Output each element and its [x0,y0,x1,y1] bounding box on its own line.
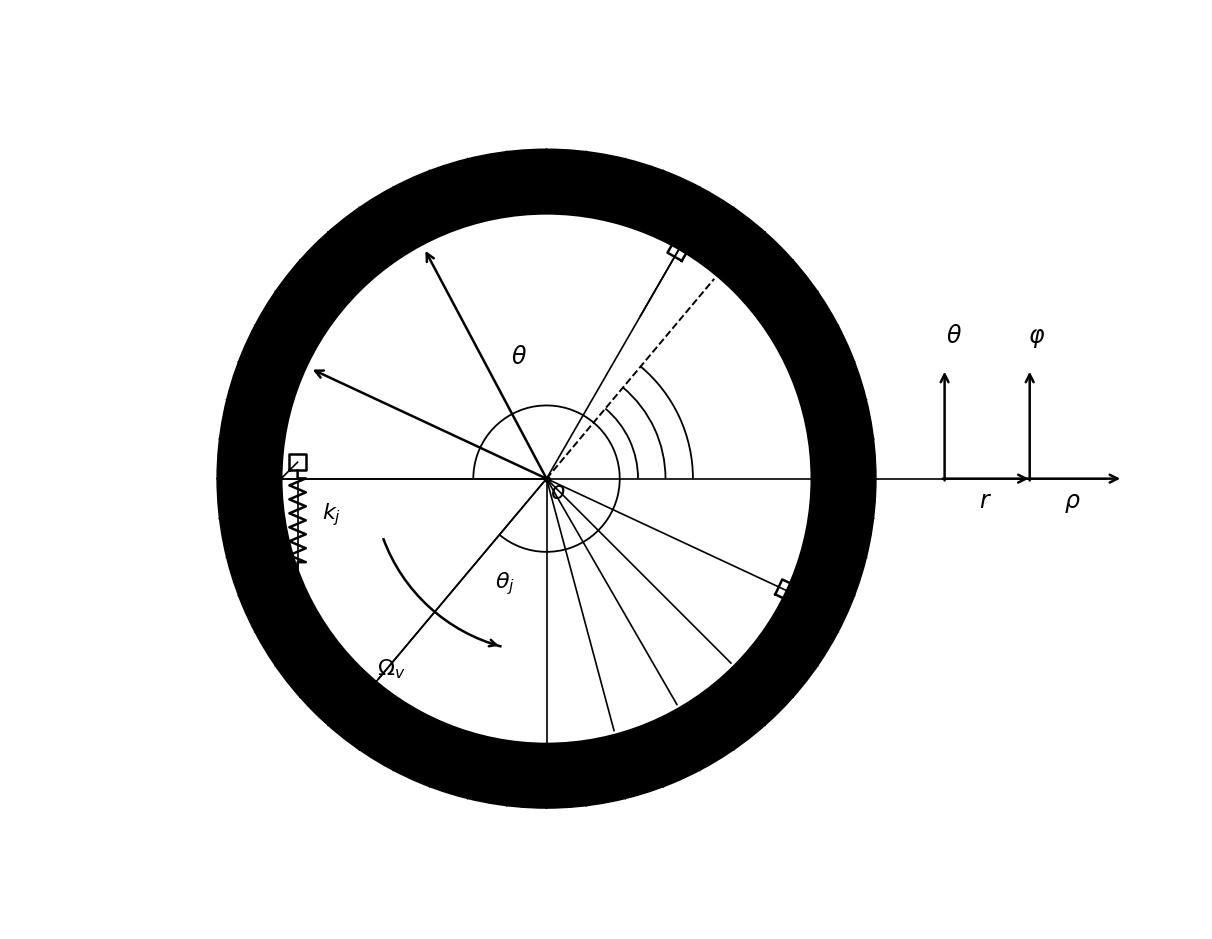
Text: $r$: $r$ [979,489,993,513]
Text: $k_j$: $k_j$ [322,501,341,529]
Text: $k_1$: $k_1$ [814,593,837,617]
Text: $\beta$: $\beta$ [661,180,676,205]
Text: $\theta$: $\theta$ [945,324,962,348]
Text: $\rho$: $\rho$ [1064,491,1081,515]
Text: $o$: $o$ [550,480,565,504]
Circle shape [281,213,812,744]
Text: $\varphi$: $\varphi$ [1028,326,1046,350]
Text: $\theta_j$: $\theta_j$ [496,570,515,597]
Text: $k_2$: $k_2$ [673,189,696,212]
Text: $v$: $v$ [401,208,417,232]
Text: $k_N$: $k_N$ [484,772,509,795]
Text: $\Omega_v$: $\Omega_v$ [377,657,405,681]
Text: $u$: $u$ [273,343,288,367]
Text: $\theta$: $\theta$ [511,346,527,369]
